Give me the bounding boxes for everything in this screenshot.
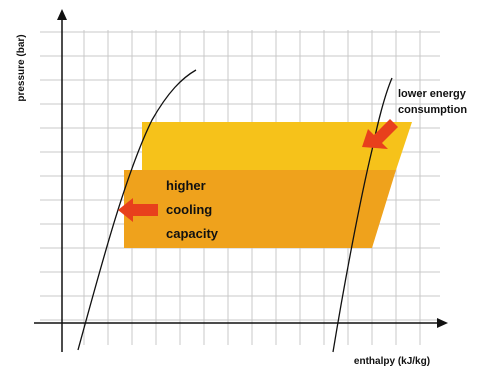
energy-annotation-line1: lower energy	[398, 88, 467, 100]
capacity-annotation-line2: cooling	[166, 202, 212, 217]
x-axis	[34, 318, 448, 328]
saturated-liquid-curve	[77, 69, 197, 351]
saturated-vapor-curve	[332, 77, 393, 353]
capacity-annotation: higher cooling capacity	[166, 178, 219, 241]
y-axis	[57, 9, 67, 352]
energy-annotation-line2: consumption	[398, 104, 467, 116]
x-axis-label: enthalpy (kJ/kg)	[354, 356, 430, 367]
lower-energy-band	[142, 122, 412, 170]
capacity-arrow	[118, 198, 158, 222]
x-axis-arrowhead	[437, 318, 448, 328]
capacity-annotation-line3: capacity	[166, 226, 219, 241]
energy-arrow	[362, 119, 398, 149]
capacity-annotation-line1: higher	[166, 178, 206, 193]
y-axis-label: pressure (bar)	[16, 34, 27, 101]
y-axis-arrowhead	[57, 9, 67, 20]
higher-capacity-band	[124, 170, 396, 248]
energy-annotation: lower energy consumption	[398, 88, 469, 116]
